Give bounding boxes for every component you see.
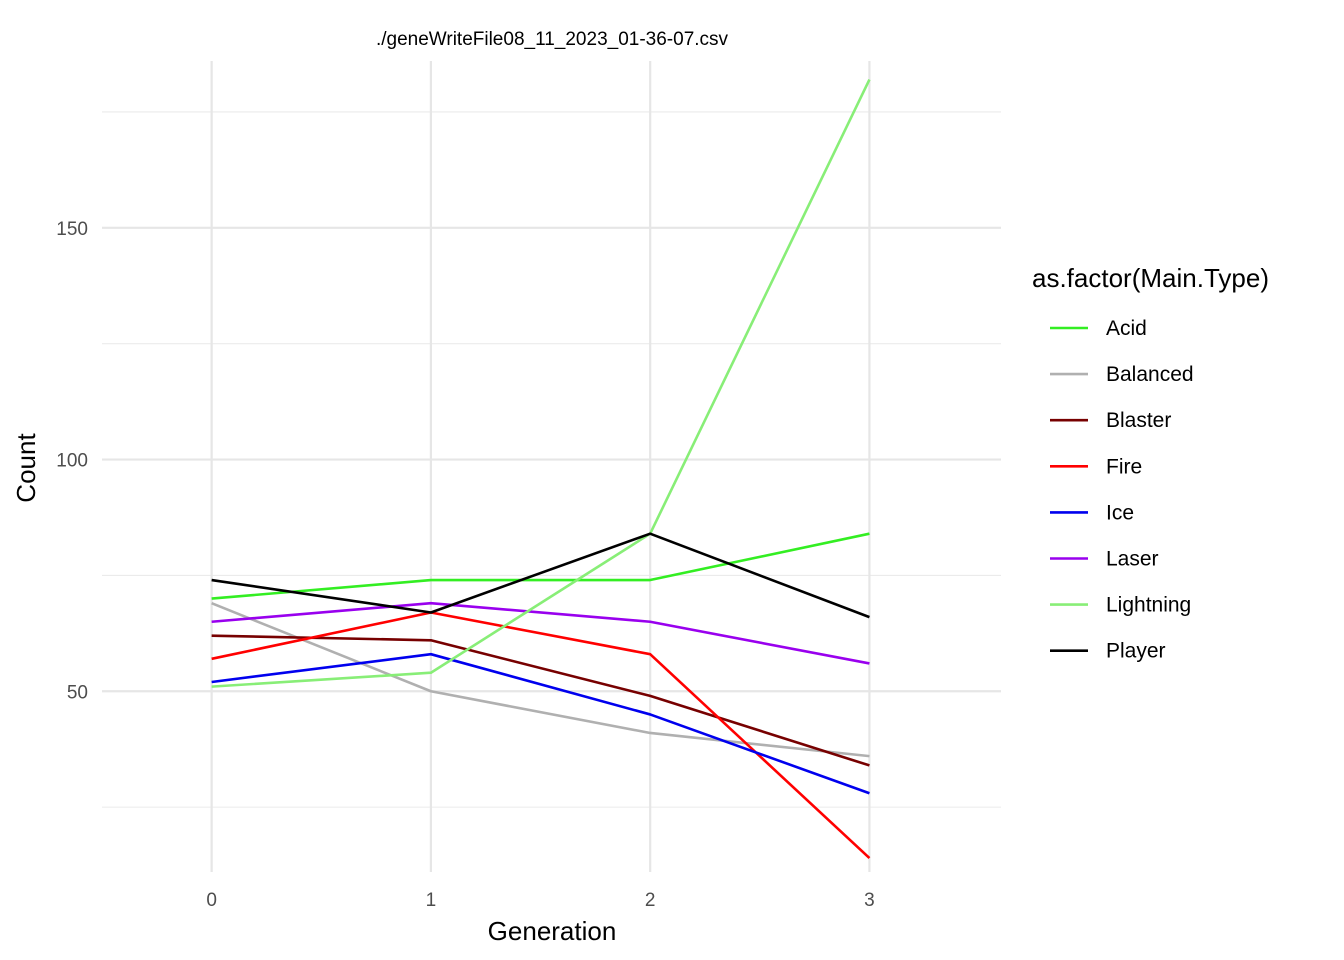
legend-item-fire: Fire: [1050, 455, 1142, 478]
legend-label: Blaster: [1106, 409, 1171, 432]
x-axis-ticks: 0 1 2 3: [206, 890, 874, 911]
legend-label: Balanced: [1106, 363, 1194, 386]
legend-label: Lightning: [1106, 594, 1191, 617]
legend-label: Acid: [1106, 317, 1147, 340]
series-lines: [211, 78, 871, 860]
x-tick-label: 0: [206, 890, 217, 911]
legend-label: Ice: [1106, 501, 1134, 524]
chart-title: ./geneWriteFile08_11_2023_01-36-07.csv: [376, 29, 729, 50]
legend-item-acid: Acid: [1050, 317, 1147, 340]
y-tick-label: 100: [56, 451, 88, 472]
x-tick-label: 2: [645, 890, 656, 911]
major-gridlines: [102, 61, 1001, 872]
legend-label: Laser: [1106, 548, 1159, 571]
minor-gridlines: [102, 111, 1001, 808]
series-line-fire: [211, 611, 871, 860]
legend-item-laser: Laser: [1050, 548, 1159, 571]
y-axis-ticks: 50 100 150: [56, 219, 88, 703]
series-line-player: [211, 532, 870, 619]
x-axis-title: Generation: [488, 916, 617, 946]
legend-label: Player: [1106, 640, 1166, 663]
legend-label: Fire: [1106, 455, 1142, 478]
x-tick-label: 1: [426, 890, 437, 911]
legend-item-blaster: Blaster: [1050, 409, 1171, 432]
y-tick-label: 150: [56, 219, 88, 240]
y-axis-title: Count: [11, 433, 41, 503]
series-line-lightning: [211, 78, 871, 688]
x-tick-label: 3: [864, 890, 875, 911]
y-tick-label: 50: [67, 682, 88, 703]
legend-items: Acid Balanced Blaster Fire Ice Laser Lightning…: [1050, 317, 1194, 663]
series-line-acid: [211, 532, 870, 600]
legend-item-player: Player: [1050, 640, 1166, 663]
series-line-laser: [211, 601, 870, 665]
series-line-blaster: [211, 634, 870, 767]
legend-item-lightning: Lightning: [1050, 594, 1191, 617]
series-line-ice: [211, 652, 870, 795]
legend-item-balanced: Balanced: [1050, 363, 1194, 386]
series-line-balanced: [211, 602, 870, 758]
legend: as.factor(Main.Type) Acid Balanced Blaster…: [1032, 263, 1269, 663]
legend-item-ice: Ice: [1050, 501, 1134, 524]
legend-title: as.factor(Main.Type): [1032, 263, 1269, 293]
